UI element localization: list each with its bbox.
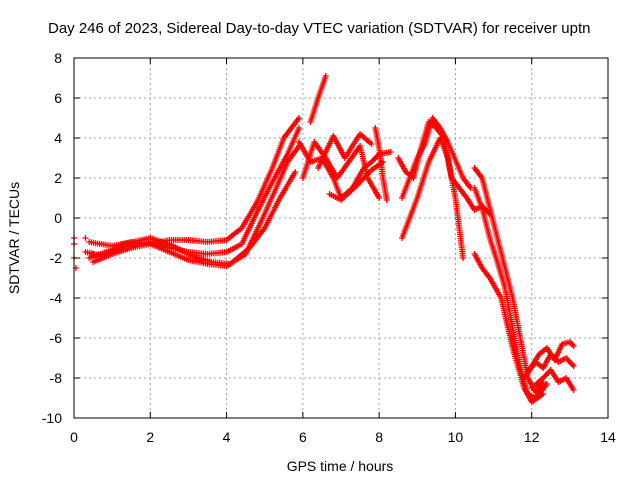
series-pass-19 [528,367,577,393]
y-tick-label: -2 [50,250,63,266]
y-tick-label: -8 [50,370,63,386]
data-point [383,197,390,203]
y-tick-label: 0 [54,210,62,226]
data-point [569,341,576,348]
y-tick-label: -10 [42,410,62,426]
series-pass-1 [86,115,303,249]
series-pass-16 [471,251,547,405]
y-tick-label: 2 [54,170,62,186]
x-tick-label: 6 [299,429,307,445]
series-pass-15 [471,185,550,401]
data-point [82,235,89,241]
data-point [387,149,394,155]
series-pass-8 [315,131,375,171]
data-point [543,381,550,387]
data-point [90,251,97,257]
x-tick-label: 14 [600,429,616,445]
series-pass-10 [372,125,390,203]
x-tick-label: 10 [448,429,464,445]
y-tick-label: -6 [50,330,63,346]
data-point [292,169,299,175]
grid [74,58,608,418]
x-axis-label: GPS time / hours [287,458,394,474]
y-tick-label: 8 [54,50,62,66]
y-tick-label: 6 [54,90,62,106]
data-marks [71,73,577,405]
data-point [460,255,467,261]
data-point [570,387,577,393]
series-pass-13 [399,135,467,261]
x-axis-ticks: 0 2 4 6 8 10 12 14 [70,58,616,445]
y-axis-ticks: -10 -8 -6 -4 -2 0 2 4 6 8 [42,50,608,426]
plot-frame [73,57,609,419]
series-pass-3 [90,143,303,269]
y-tick-label: 4 [54,130,62,146]
y-axis-label: SDTVAR / TECUs [6,182,22,294]
data-point [376,195,383,201]
y-tick-label: -4 [50,290,63,306]
x-tick-label: 2 [146,429,154,445]
series-pass-4 [82,169,299,267]
data-point [296,125,303,131]
data-point [540,391,547,397]
x-tick-label: 4 [223,429,231,445]
series-pass-5 [307,73,329,125]
data-point [296,115,303,121]
series-pass-12 [399,115,474,201]
data-point [570,363,577,369]
series-pass-18 [524,339,577,375]
series-pass-14 [471,165,547,395]
data-point [368,141,375,147]
x-tick-label: 8 [375,429,383,445]
data-point [570,343,577,349]
x-tick-label: 0 [70,429,78,445]
data-point [569,361,576,368]
data-point [322,73,329,79]
x-tick-label: 12 [524,429,540,445]
chart-title: Day 246 of 2023, Sidereal Day-to-day VTE… [48,20,590,37]
